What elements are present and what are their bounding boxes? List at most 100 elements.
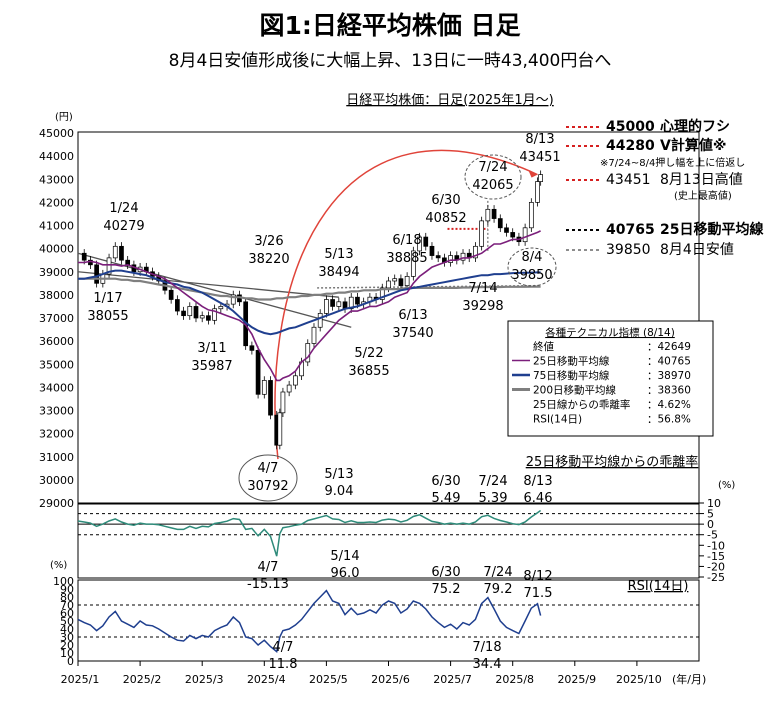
page-title: 図1:日経平均株価 日足 xyxy=(259,11,520,40)
tech-box-label: 25日移動平均線 xyxy=(533,355,610,368)
price-candle-body xyxy=(199,315,205,319)
price-annotation-value: 40852 xyxy=(425,211,466,226)
x-tick-label: 2025/5 xyxy=(309,673,348,686)
legend-value: 40765 xyxy=(606,222,655,238)
price-candle-body xyxy=(230,294,236,305)
rsi-annotation-date: 5/14 xyxy=(330,549,359,564)
price-candle-body xyxy=(311,326,317,344)
tech-box-label: 25日線からの乖離率 xyxy=(533,398,630,411)
price-candle-body xyxy=(181,310,186,317)
rsi-tick-label: 50 xyxy=(60,615,74,628)
deviation-annotation-value: 6.46 xyxy=(524,491,553,506)
price-annotation-value: 42065 xyxy=(472,178,513,193)
rsi-tick-label: 70 xyxy=(60,599,74,612)
tech-box-label: 終値 xyxy=(533,340,554,353)
price-tick-label: 39000 xyxy=(39,266,74,279)
note-record-high: (史上最高値) xyxy=(674,189,732,202)
price-candle-body xyxy=(305,343,311,363)
price-candle-body xyxy=(187,306,193,317)
note-text: ※7/24~8/4押し幅を上に倍返し xyxy=(600,156,745,169)
price-tick-label: 41000 xyxy=(39,220,74,233)
rsi-panel-frame xyxy=(77,579,700,662)
price-annotation-value: 38055 xyxy=(87,309,128,324)
deviation-tick-label: 5 xyxy=(707,508,714,521)
price-annotation-value: 43451 xyxy=(519,150,560,165)
price-annotation-value: 38494 xyxy=(318,265,359,280)
price-candle-body xyxy=(218,306,224,310)
price-tick-label: 40000 xyxy=(39,243,74,256)
price-annotation-date: 6/13 xyxy=(398,308,427,323)
deviation-annotation-value: -15.13 xyxy=(247,577,289,592)
rsi-tick-label: 0 xyxy=(67,655,74,668)
price-candle-body xyxy=(261,380,267,395)
price-panel-frame xyxy=(77,131,700,505)
price-tick-label: 30000 xyxy=(39,474,74,487)
deviation-tick-label: -15 xyxy=(707,550,725,563)
price-annotation-date: 8/4 xyxy=(522,250,543,265)
deviation-unit-label: (%) xyxy=(718,480,735,491)
price-annotation-value: 39298 xyxy=(462,299,503,314)
x-tick-label: 2025/6 xyxy=(371,673,410,686)
price-annotation-value: 35987 xyxy=(191,359,232,374)
price-candle-body xyxy=(355,296,360,305)
price-candle-body xyxy=(119,245,124,261)
price-candle-body xyxy=(336,301,342,307)
tech-box-value: ：4.62% xyxy=(647,399,691,411)
price-candle-body xyxy=(293,375,298,386)
rsi-annotation-date: 6/30 xyxy=(431,565,460,580)
deviation-line xyxy=(77,509,542,557)
price-candle-body xyxy=(379,287,385,300)
tech-box-value: ：40765 xyxy=(647,356,691,368)
tech-box-title: 各種テクニカル指標 (8/14) xyxy=(545,326,675,339)
rsi-tick-label: 10 xyxy=(60,647,74,660)
legend-label: 8月13日高値 xyxy=(660,171,743,188)
price-annotation-value: 30792 xyxy=(247,479,288,494)
tech-box-value: ：38970 xyxy=(647,370,691,382)
deviation-panel-title: 25日移動平均線からの乖離率 xyxy=(526,454,699,470)
price-candle-body xyxy=(94,264,99,284)
price-candle-body xyxy=(317,313,323,328)
rsi-tick-label: 90 xyxy=(60,583,74,596)
price-candle-body xyxy=(81,252,87,261)
price-candle-body xyxy=(448,255,453,263)
price-candle-body xyxy=(175,299,180,312)
price-candle-body xyxy=(168,289,174,300)
rsi-annotation-value: 34.4 xyxy=(473,657,502,672)
price-annotation-date: 7/14 xyxy=(468,281,497,296)
price-annotation-value: 40279 xyxy=(103,219,144,234)
legend-value: 44280 xyxy=(606,138,655,154)
rsi-tick-label: 60 xyxy=(60,607,74,620)
price-candle-body xyxy=(485,208,491,222)
price-candle-body xyxy=(324,299,329,314)
deviation-tick-label: -20 xyxy=(707,560,725,573)
tech-box-value: ：38360 xyxy=(647,385,691,397)
price-candle-body xyxy=(398,278,404,286)
legend-value: 43451 xyxy=(606,172,651,188)
price-candle-body xyxy=(330,299,335,307)
deviation-annotation-value: 5.39 xyxy=(479,491,508,506)
deviation-tick-label: 0 xyxy=(707,518,714,531)
price-annotation-value: 36855 xyxy=(348,364,389,379)
price-candle-body xyxy=(212,308,217,321)
deviation-annotation-value: 5.49 xyxy=(432,491,461,506)
ma25-line xyxy=(78,230,541,382)
x-tick-label: 2025/8 xyxy=(495,673,534,686)
legend-label: 8月4日安値 xyxy=(660,242,734,258)
price-tick-label: 36000 xyxy=(39,335,74,348)
rsi-tick-label: 20 xyxy=(60,639,74,652)
legend-value: 45000 xyxy=(606,119,655,135)
page-subtitle: 8月4日安値形成後に大幅上昇、13日に一時43,400円台へ xyxy=(169,51,612,71)
price-candle-body xyxy=(473,245,478,259)
rsi-tick-label: 40 xyxy=(60,623,74,636)
price-candle-body xyxy=(535,181,540,203)
rsi-unit-label: (%) xyxy=(50,560,67,571)
price-candle-body xyxy=(429,245,435,256)
legend-label: V計算値※ xyxy=(660,137,726,154)
rsi-annotation-value: 75.2 xyxy=(432,582,461,597)
rsi-panel-title: RSI(14日) xyxy=(628,579,689,594)
rsi-annotation-value: 71.5 xyxy=(524,586,553,601)
legend-label: 25日移動平均線 xyxy=(660,221,763,238)
price-candle-body xyxy=(404,276,410,286)
